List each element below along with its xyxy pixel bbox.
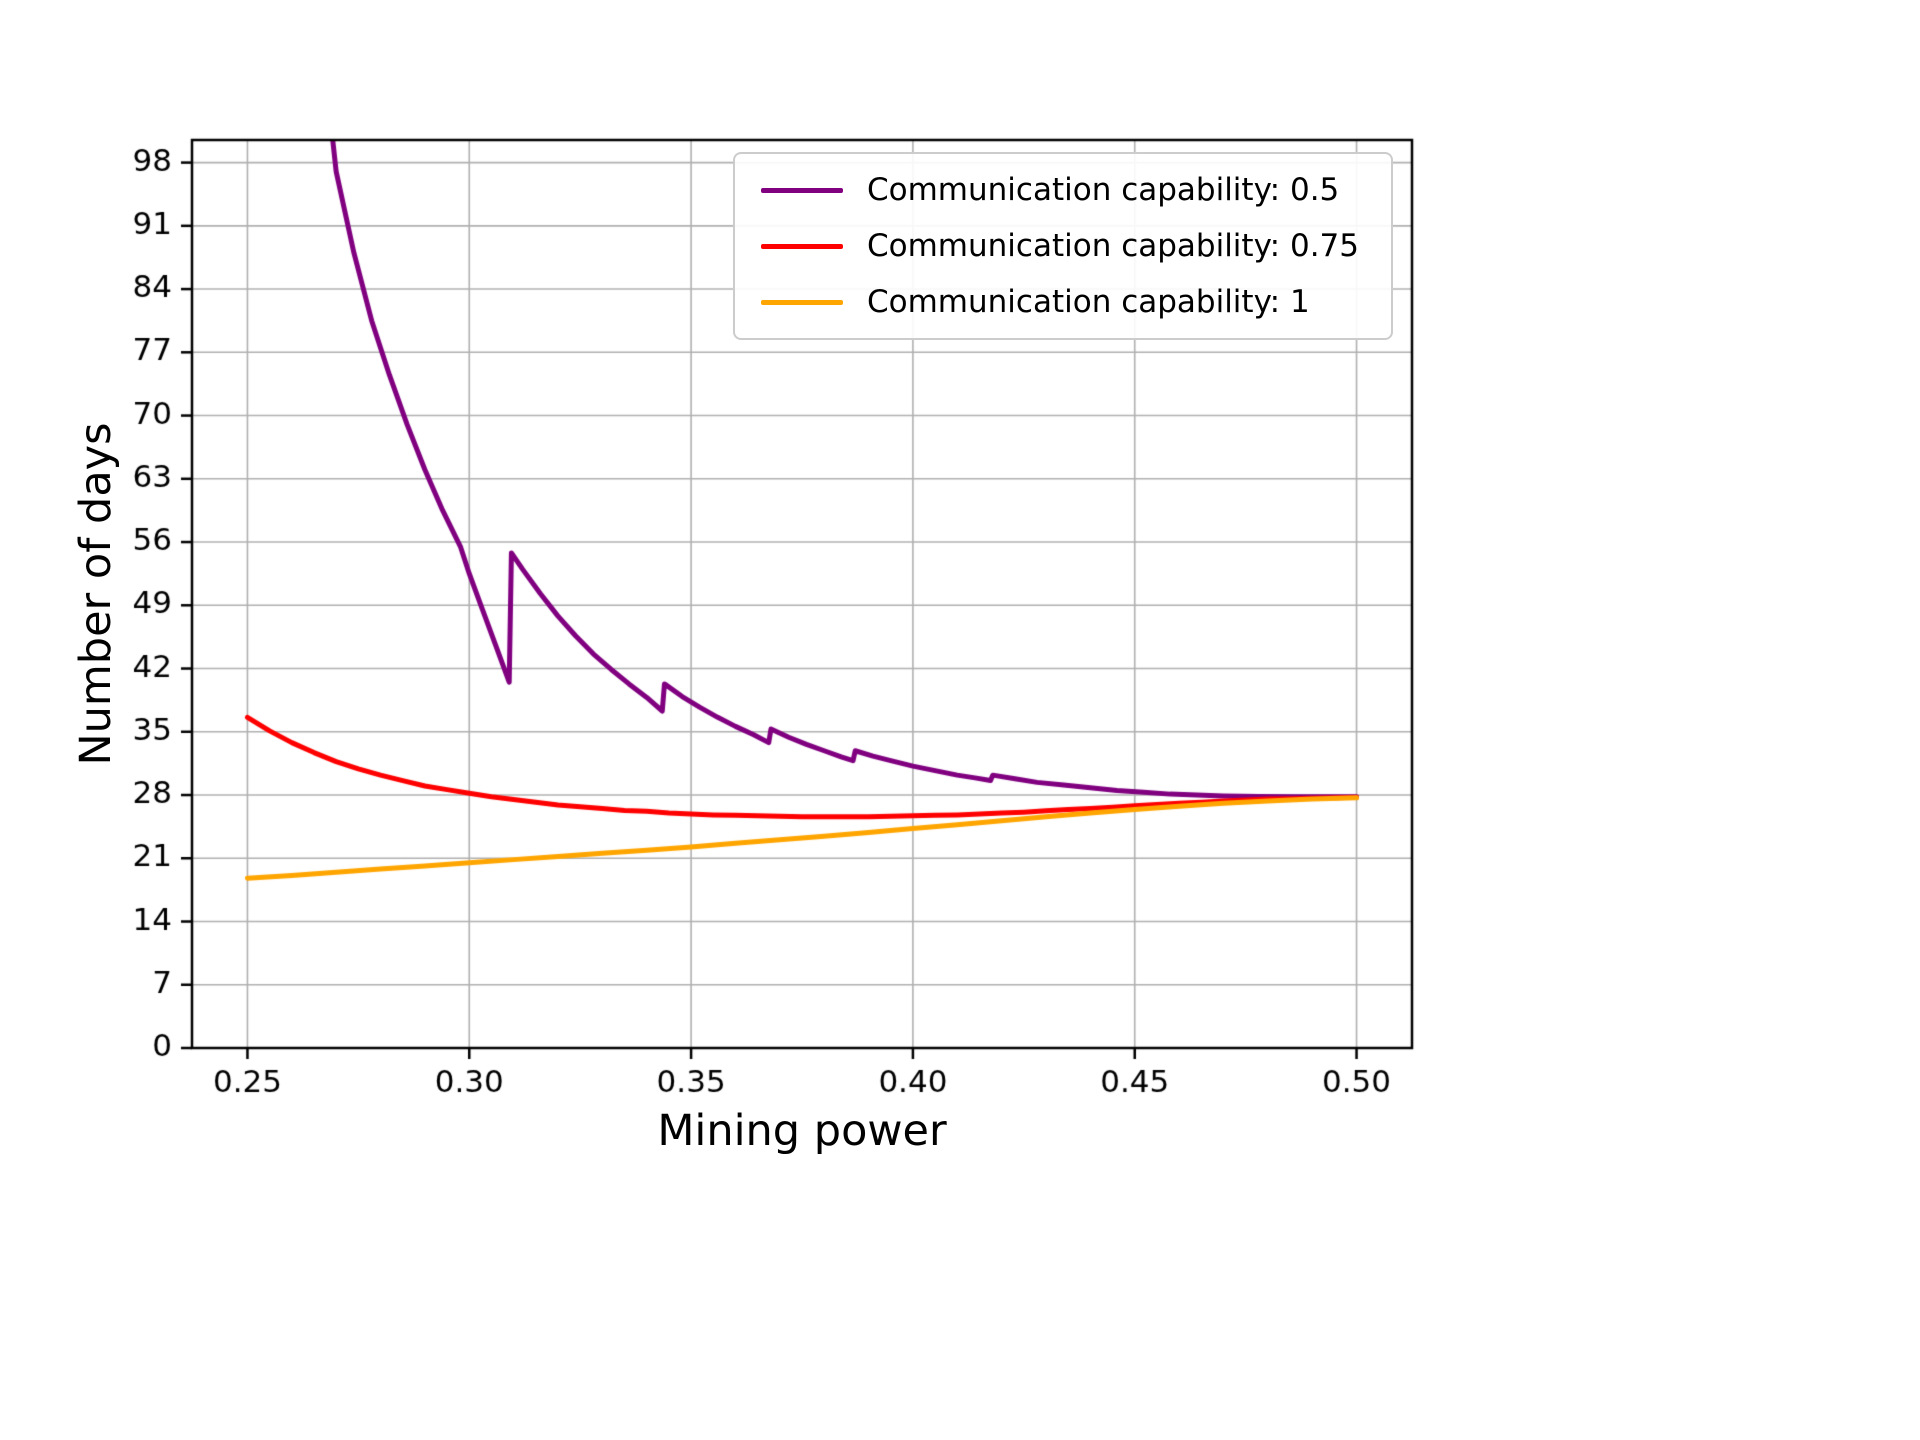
legend-line-swatch [761, 299, 843, 305]
legend-line-swatch [761, 187, 843, 193]
legend-item-label: Communication capability: 0.5 [867, 172, 1340, 208]
legend-item: Communication capability: 0.75 [761, 228, 1365, 264]
legend-item-label: Communication capability: 0.75 [867, 228, 1359, 264]
x-axis-label: Mining power [657, 1106, 947, 1156]
legend-item: Communication capability: 1 [761, 284, 1365, 320]
legend-line-swatch [761, 243, 843, 249]
legend-item: Communication capability: 0.5 [761, 172, 1365, 208]
y-axis-label: Number of days [71, 422, 121, 766]
chart-legend: Communication capability: 0.5 Communicat… [733, 152, 1393, 340]
legend-item-label: Communication capability: 1 [867, 284, 1310, 320]
